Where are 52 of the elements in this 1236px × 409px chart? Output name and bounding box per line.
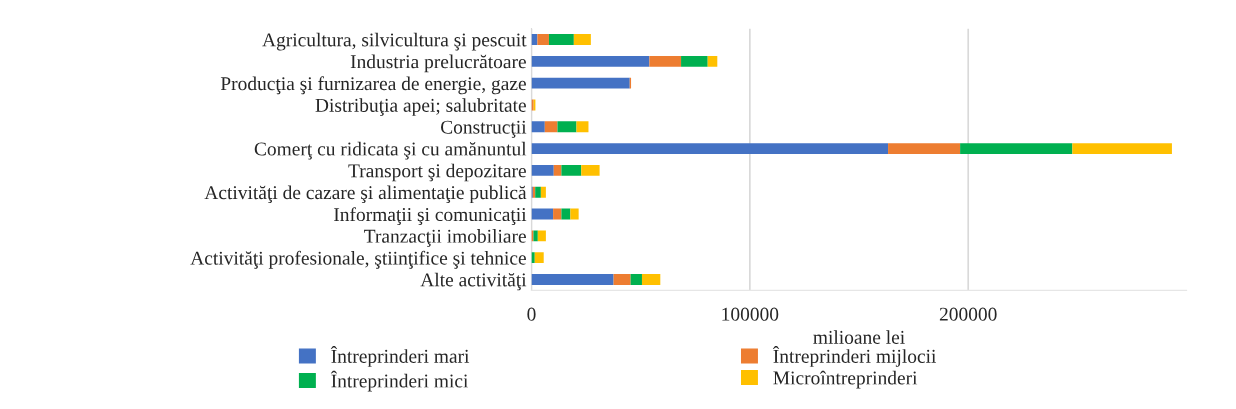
- bar: [531, 274, 614, 285]
- x-tick-label: 0: [527, 307, 536, 321]
- legend-label: Întreprinderi mici: [330, 370, 469, 392]
- bar: [531, 164, 554, 176]
- bar: [535, 186, 541, 198]
- y-tick-label: Distribuţia apei; salubritate: [315, 98, 526, 116]
- bar: [553, 164, 562, 176]
- y-tick-label: Industria prelucrătoare: [350, 54, 526, 73]
- y-tick-label: Transport şi depozitare: [348, 163, 526, 182]
- bar: [630, 274, 642, 285]
- bar: [681, 55, 708, 67]
- bar: [534, 252, 544, 264]
- bar: [641, 274, 661, 285]
- bar: [537, 230, 546, 242]
- bar: [1072, 143, 1172, 155]
- x-axis-title: milioane lei: [813, 330, 905, 344]
- bar: [649, 55, 682, 67]
- y-tick-label: Comerţ cu ridicata şi cu amănuntul: [254, 141, 527, 160]
- bar: [561, 208, 571, 220]
- bar: [581, 164, 600, 176]
- bar: [531, 121, 545, 133]
- y-tick-label: Construcţii: [441, 120, 527, 138]
- bar: [531, 77, 630, 89]
- bar: [707, 55, 718, 67]
- bar: [531, 143, 889, 155]
- bar: [531, 252, 535, 264]
- bar: [576, 121, 589, 133]
- legend-label: Microîntreprinderi: [773, 370, 918, 389]
- bar: [570, 208, 579, 220]
- y-tick-label: Activităţi profesionale, ştiinţifice şi tehnice: [190, 250, 526, 269]
- bar: [531, 55, 650, 67]
- bar: [613, 274, 631, 285]
- bar: [537, 34, 549, 45]
- bar: [548, 34, 574, 45]
- bar: [533, 230, 538, 242]
- bar: [544, 121, 558, 133]
- y-tick-label: Agricultura, silvicultura şi pescuit: [262, 32, 527, 51]
- bar: [573, 34, 591, 45]
- legend-label: Întreprinderi mari: [330, 346, 470, 367]
- y-tick-label: Activităţi de cazare şi alimentaţie publică: [204, 185, 527, 204]
- y-tick-label: Tranzacţii imobiliare: [364, 229, 526, 247]
- y-tick-label: Producţia şi furnizarea de energie, gaze: [220, 76, 526, 95]
- y-tick-label: Informaţii şi comunicaţii: [334, 207, 527, 226]
- y-tick-label: Alte activităţi: [420, 272, 527, 291]
- bar: [557, 121, 577, 133]
- bar: [960, 143, 1073, 155]
- bar: [561, 164, 582, 176]
- legend-label: Întreprinderi mijlocii: [772, 346, 937, 367]
- x-tick-label: 100000: [722, 307, 779, 321]
- bar: [888, 143, 961, 155]
- x-tick-label: 200000: [939, 307, 997, 321]
- bar: [540, 186, 546, 198]
